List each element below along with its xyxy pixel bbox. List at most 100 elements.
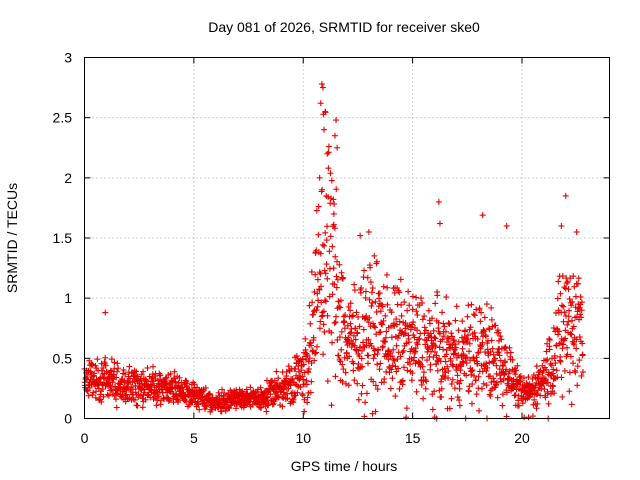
data-point — [219, 386, 226, 393]
data-point — [384, 301, 391, 308]
data-point — [564, 321, 571, 328]
data-point — [351, 281, 358, 288]
data-point — [319, 84, 326, 91]
data-point — [330, 210, 337, 217]
data-point — [363, 313, 370, 320]
data-point — [449, 333, 455, 340]
data-point — [310, 311, 317, 318]
data-point — [439, 309, 446, 316]
data-point — [362, 294, 369, 301]
data-point — [418, 295, 425, 302]
data-point — [324, 312, 331, 319]
data-point — [365, 360, 371, 367]
data-point — [442, 328, 449, 335]
data-point — [495, 349, 502, 356]
data-point — [376, 366, 383, 373]
data-point — [415, 336, 422, 343]
data-point — [579, 351, 586, 358]
data-point — [356, 323, 363, 330]
data-point — [369, 299, 376, 306]
data-point — [389, 362, 396, 369]
data-point — [320, 308, 327, 315]
data-point — [122, 371, 129, 378]
data-point — [290, 396, 297, 403]
data-point — [171, 368, 178, 375]
data-point — [434, 367, 441, 374]
data-point — [155, 393, 162, 400]
data-point — [499, 391, 506, 398]
data-point — [445, 374, 452, 381]
data-point — [420, 369, 427, 376]
chart-title: Day 081 of 2026, SRMTID for receiver ske… — [208, 19, 480, 35]
data-point — [114, 360, 121, 367]
data-point — [457, 377, 464, 384]
data-point — [299, 392, 306, 399]
data-point — [375, 347, 382, 354]
data-point — [321, 297, 328, 304]
data-point — [351, 287, 358, 294]
data-point — [327, 170, 334, 177]
data-point — [398, 301, 405, 308]
data-point — [474, 360, 481, 367]
data-point — [297, 384, 304, 391]
data-point — [449, 376, 456, 383]
data-point — [88, 369, 95, 376]
data-point — [206, 391, 213, 398]
data-point — [409, 306, 416, 313]
data-point — [483, 382, 490, 389]
data-point — [455, 327, 462, 334]
data-point — [426, 320, 433, 327]
data-point — [105, 392, 112, 399]
data-point — [89, 361, 96, 368]
data-point — [452, 341, 459, 348]
data-point — [179, 384, 186, 391]
data-point — [451, 337, 458, 344]
data-point — [568, 401, 575, 408]
data-point — [379, 343, 386, 350]
data-point — [361, 267, 368, 274]
data-point — [366, 314, 373, 321]
data-point — [463, 354, 470, 361]
data-point — [494, 327, 501, 334]
data-point — [369, 285, 376, 292]
data-point — [575, 275, 582, 282]
data-point — [409, 293, 416, 300]
x-tick-label: 20 — [514, 430, 530, 446]
data-point — [307, 389, 314, 396]
data-point — [394, 335, 401, 342]
data-point — [478, 362, 485, 369]
data-point — [126, 363, 133, 370]
data-point — [165, 397, 172, 404]
data-point — [575, 280, 581, 287]
data-point — [493, 370, 500, 377]
data-point — [353, 309, 360, 316]
data-point — [474, 335, 481, 342]
data-point — [318, 80, 325, 87]
data-point — [330, 265, 337, 272]
data-point — [419, 354, 426, 361]
data-point — [546, 336, 553, 343]
data-point — [150, 363, 157, 370]
data-point — [471, 357, 478, 364]
data-point — [168, 386, 175, 393]
data-point — [475, 373, 482, 380]
data-point — [561, 309, 568, 316]
data-point — [572, 369, 579, 376]
data-point — [438, 385, 445, 392]
data-point — [413, 339, 420, 346]
data-point — [94, 356, 101, 363]
data-point — [97, 391, 104, 398]
data-point — [355, 396, 362, 403]
data-point — [411, 334, 418, 341]
data-point — [133, 368, 140, 375]
data-point — [319, 186, 326, 193]
data-point — [387, 350, 394, 357]
data-point — [445, 367, 452, 374]
data-point — [430, 354, 437, 361]
data-point — [434, 292, 441, 299]
data-point — [345, 303, 352, 310]
data-point — [372, 408, 379, 415]
data-point — [574, 382, 581, 389]
data-point — [243, 386, 250, 393]
data-point — [139, 404, 146, 411]
